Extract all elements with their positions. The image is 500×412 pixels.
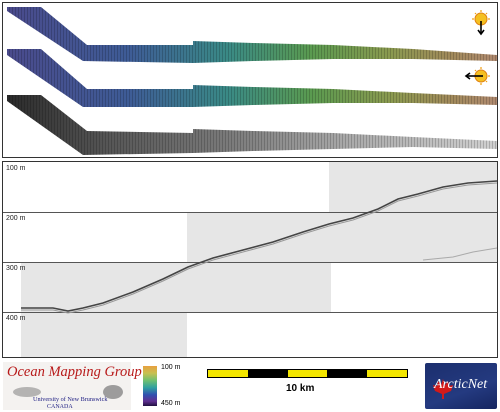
scale-bar	[207, 369, 408, 378]
depth-label-400: 400 m	[6, 315, 26, 322]
sun-west-icon	[464, 67, 490, 85]
omg-university: University of New Brunswick	[33, 396, 108, 403]
arcticnet-logo: ArcticNet	[425, 363, 497, 409]
ocean-mapping-group-logo: Ocean Mapping Group University of New Br…	[3, 362, 142, 410]
depth-color-legend	[143, 366, 157, 406]
depth-gridline	[3, 212, 497, 213]
sun-illuminated-relief-west	[7, 49, 497, 107]
depth-profile-panel: 100 m 200 m 300 m 400 m	[2, 161, 498, 358]
omg-country: CANADA	[47, 404, 73, 410]
scale-segment	[287, 370, 328, 377]
profile-shade	[21, 312, 187, 357]
omg-title: Ocean Mapping Group	[7, 364, 142, 380]
footer: Ocean Mapping Group University of New Br…	[0, 360, 500, 412]
profile-shade	[21, 262, 331, 312]
swath-panel	[2, 2, 498, 158]
depth-label-300: 300 m	[6, 265, 26, 272]
scale-segment	[247, 370, 288, 377]
scale-segment	[327, 370, 368, 377]
maple-leaf-icon	[433, 379, 453, 399]
depth-gridline	[3, 262, 497, 263]
sun-south-icon	[472, 10, 490, 36]
scale-label: 10 km	[286, 383, 315, 394]
profile-shade	[329, 162, 497, 212]
depth-gridline	[3, 312, 497, 313]
backscatter-mosaic	[7, 95, 497, 155]
seafloor-map-icon	[13, 385, 123, 399]
legend-max-label: 450 m	[161, 400, 181, 407]
legend-min-label: 100 m	[161, 364, 181, 371]
scale-segment	[208, 370, 248, 377]
seabed-profile	[21, 180, 497, 314]
swath-strips	[7, 7, 497, 155]
scale-segment	[367, 370, 407, 377]
arcticnet-text: ArcticNet	[434, 377, 488, 392]
depth-label-200: 200 m	[6, 215, 26, 222]
sun-illuminated-relief-south	[7, 7, 497, 63]
depth-label-100: 100 m	[6, 165, 26, 172]
